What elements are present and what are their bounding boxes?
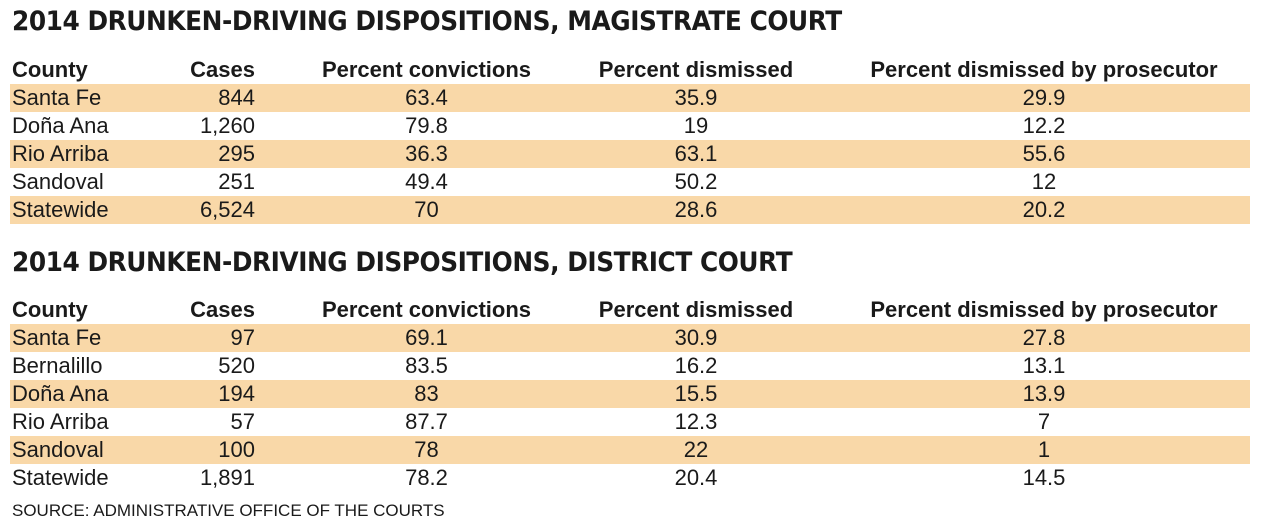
cell-county: Sandoval xyxy=(12,169,104,194)
cell-county: Sandoval xyxy=(12,437,104,462)
cell-cases: 57 xyxy=(230,409,255,434)
cell-convictions: 87.7 xyxy=(405,409,448,434)
cell-dismissed-by-prosecutor: 13.9 xyxy=(1022,381,1066,406)
cell-dismissed: 50.2 xyxy=(674,169,718,194)
cell-convictions: 70 xyxy=(414,197,439,222)
column-header-cases: Cases xyxy=(190,57,255,82)
cell-dismissed-by-prosecutor: 29.9 xyxy=(1022,85,1066,110)
cell-convictions: 78 xyxy=(414,437,439,462)
cell-convictions: 79.8 xyxy=(405,113,448,138)
cell-county: Rio Arriba xyxy=(12,141,109,166)
magistrate-table-title: 2014 DRUNKEN-DRIVING DISPOSITIONS, MAGIS… xyxy=(12,6,842,37)
district-table: County Cases Percent convictions Percent… xyxy=(10,296,1250,492)
column-header-dismissed: Percent dismissed xyxy=(598,297,794,322)
magistrate-table: County Cases Percent convictions Percent… xyxy=(10,56,1250,224)
cell-dismissed: 19 xyxy=(683,113,709,138)
cell-cases: 251 xyxy=(218,169,255,194)
cell-dismissed-by-prosecutor: 12 xyxy=(1031,169,1057,194)
cell-county: Statewide xyxy=(12,465,109,490)
cell-convictions: 83.5 xyxy=(405,353,448,378)
column-header-dismissed-by-prosecutor: Percent dismissed by prosecutor xyxy=(870,57,1218,82)
cell-dismissed-by-prosecutor: 12.2 xyxy=(1022,113,1066,138)
cell-cases: 194 xyxy=(218,381,255,406)
column-header-dismissed-by-prosecutor: Percent dismissed by prosecutor xyxy=(870,297,1218,322)
cell-dismissed-by-prosecutor: 7 xyxy=(1037,409,1051,434)
cell-county: Santa Fe xyxy=(12,85,102,110)
cell-convictions: 36.3 xyxy=(405,141,448,166)
table-row: Statewide 1,891 78.2 20.4 14.5 xyxy=(10,464,1250,492)
source-note: SOURCE: ADMINISTRATIVE OFFICE OF THE COU… xyxy=(12,501,445,520)
table-row: Sandoval 251 49.4 50.2 12 xyxy=(10,168,1250,196)
table-row: Doña Ana 1,260 79.8 19 12.2 xyxy=(10,112,1250,140)
cell-cases: 295 xyxy=(218,141,255,166)
table-row: Sandoval 100 78 22 1 xyxy=(10,436,1250,464)
cell-county: Doña Ana xyxy=(12,113,109,138)
column-header-cases: Cases xyxy=(190,297,255,322)
cell-convictions: 83 xyxy=(414,381,439,406)
cell-cases: 1,260 xyxy=(199,113,255,138)
table-row: Rio Arriba 57 87.7 12.3 7 xyxy=(10,408,1250,436)
cell-dismissed-by-prosecutor: 1 xyxy=(1037,437,1051,462)
column-header-county: County xyxy=(12,297,88,322)
cell-dismissed: 15.5 xyxy=(674,381,718,406)
cell-dismissed: 12.3 xyxy=(674,409,718,434)
cell-dismissed-by-prosecutor: 14.5 xyxy=(1022,465,1066,490)
cell-dismissed-by-prosecutor: 55.6 xyxy=(1022,141,1066,166)
cell-dismissed-by-prosecutor: 20.2 xyxy=(1022,197,1066,222)
table-row: Santa Fe 97 69.1 30.9 27.8 xyxy=(10,324,1250,352)
cell-cases: 1,891 xyxy=(199,465,255,490)
cell-convictions: 49.4 xyxy=(405,169,448,194)
column-header-county: County xyxy=(12,57,88,82)
table-row: Bernalillo 520 83.5 16.2 13.1 xyxy=(10,352,1250,380)
cell-county: Bernalillo xyxy=(12,353,103,378)
cell-dismissed: 20.4 xyxy=(674,465,718,490)
cell-convictions: 63.4 xyxy=(405,85,448,110)
cell-dismissed-by-prosecutor: 13.1 xyxy=(1022,353,1066,378)
column-header-convictions: Percent convictions xyxy=(321,297,532,322)
cell-cases: 100 xyxy=(218,437,255,462)
table-row: Santa Fe 844 63.4 35.9 29.9 xyxy=(10,84,1250,112)
cell-convictions: 78.2 xyxy=(405,465,448,490)
column-header-dismissed: Percent dismissed xyxy=(598,57,794,82)
cell-dismissed: 16.2 xyxy=(674,353,718,378)
cell-dismissed: 63.1 xyxy=(674,141,718,166)
table-row: Rio Arriba 295 36.3 63.1 55.6 xyxy=(10,140,1250,168)
table-row: Doña Ana 194 83 15.5 13.9 xyxy=(10,380,1250,408)
cell-cases: 844 xyxy=(218,85,255,110)
district-table-title: 2014 DRUNKEN-DRIVING DISPOSITIONS, DISTR… xyxy=(12,247,793,278)
cell-county: Rio Arriba xyxy=(12,409,109,434)
table-row: Statewide 6,524 70 28.6 20.2 xyxy=(10,196,1250,224)
cell-dismissed-by-prosecutor: 27.8 xyxy=(1022,325,1066,350)
table-header-row: County Cases Percent convictions Percent… xyxy=(10,56,1250,84)
cell-cases: 520 xyxy=(218,353,255,378)
cell-dismissed: 28.6 xyxy=(674,197,718,222)
cell-dismissed: 22 xyxy=(683,437,709,462)
cell-cases: 6,524 xyxy=(199,197,255,222)
column-header-convictions: Percent convictions xyxy=(321,57,532,82)
cell-convictions: 69.1 xyxy=(405,325,448,350)
cell-county: Santa Fe xyxy=(12,325,102,350)
cell-dismissed: 30.9 xyxy=(674,325,718,350)
cell-county: Statewide xyxy=(12,197,109,222)
table-header-row: County Cases Percent convictions Percent… xyxy=(10,296,1250,324)
cell-county: Doña Ana xyxy=(12,381,109,406)
cell-dismissed: 35.9 xyxy=(674,85,718,110)
cell-cases: 97 xyxy=(230,325,255,350)
